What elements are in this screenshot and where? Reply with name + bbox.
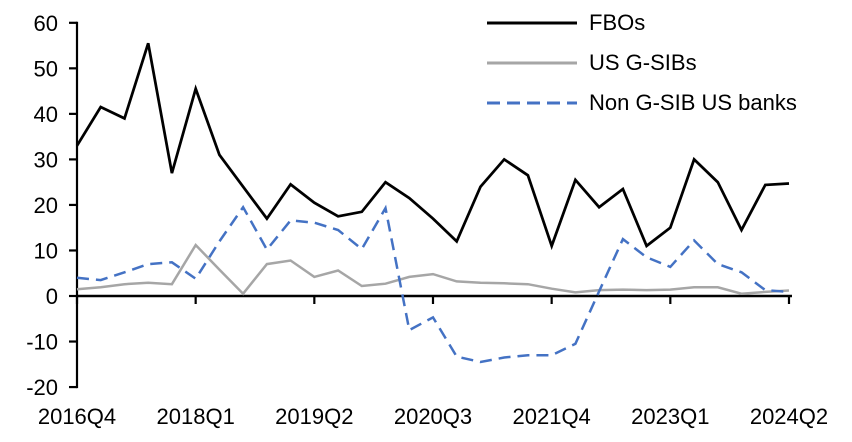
x-axis-tick-label: 2023Q1 xyxy=(631,404,709,429)
series-line-fbos xyxy=(75,42,790,251)
x-axis-tick-label: 2019Q2 xyxy=(275,404,353,429)
x-axis-tick-label: 2018Q1 xyxy=(157,404,235,429)
legend-line-sample-us-g-sibs xyxy=(487,61,577,65)
y-axis-tick-label: 0 xyxy=(46,284,58,309)
legend-item-fbos: FBOs xyxy=(487,3,797,43)
legend: FBOs US G-SIBs Non G-SIB US banks xyxy=(487,3,797,123)
legend-item-non-g-sib-us-banks: Non G-SIB US banks xyxy=(487,83,797,123)
legend-line-sample-fbos xyxy=(487,21,577,25)
series-line-us-g-sibs xyxy=(76,242,790,296)
y-axis-tick-label: -20 xyxy=(26,375,58,400)
y-axis-tick-label: 60 xyxy=(34,11,58,36)
x-axis-tick-label: 2021Q4 xyxy=(513,404,591,429)
x-axis-tick-label: 2016Q4 xyxy=(38,404,116,429)
y-axis-tick-label: -10 xyxy=(26,330,58,355)
y-axis-tick-label: 30 xyxy=(34,147,58,172)
x-axis-tick-label: 2024Q2 xyxy=(750,404,828,429)
legend-item-us-g-sibs: US G-SIBs xyxy=(487,43,797,83)
y-axis-tick-label: 20 xyxy=(34,193,58,218)
x-axis-tick-label: 2020Q3 xyxy=(394,404,472,429)
y-axis-tick-label: 50 xyxy=(34,56,58,81)
series-line-non-g-sib-us-banks xyxy=(76,204,790,364)
legend-label: Non G-SIB US banks xyxy=(589,90,797,115)
legend-label: US G-SIBs xyxy=(589,50,697,75)
legend-line-sample-non-g-sib-us-banks xyxy=(487,101,577,105)
y-axis-tick-label: 40 xyxy=(34,102,58,127)
y-axis-tick-label: 10 xyxy=(34,238,58,263)
legend-label: FBOs xyxy=(589,10,646,35)
